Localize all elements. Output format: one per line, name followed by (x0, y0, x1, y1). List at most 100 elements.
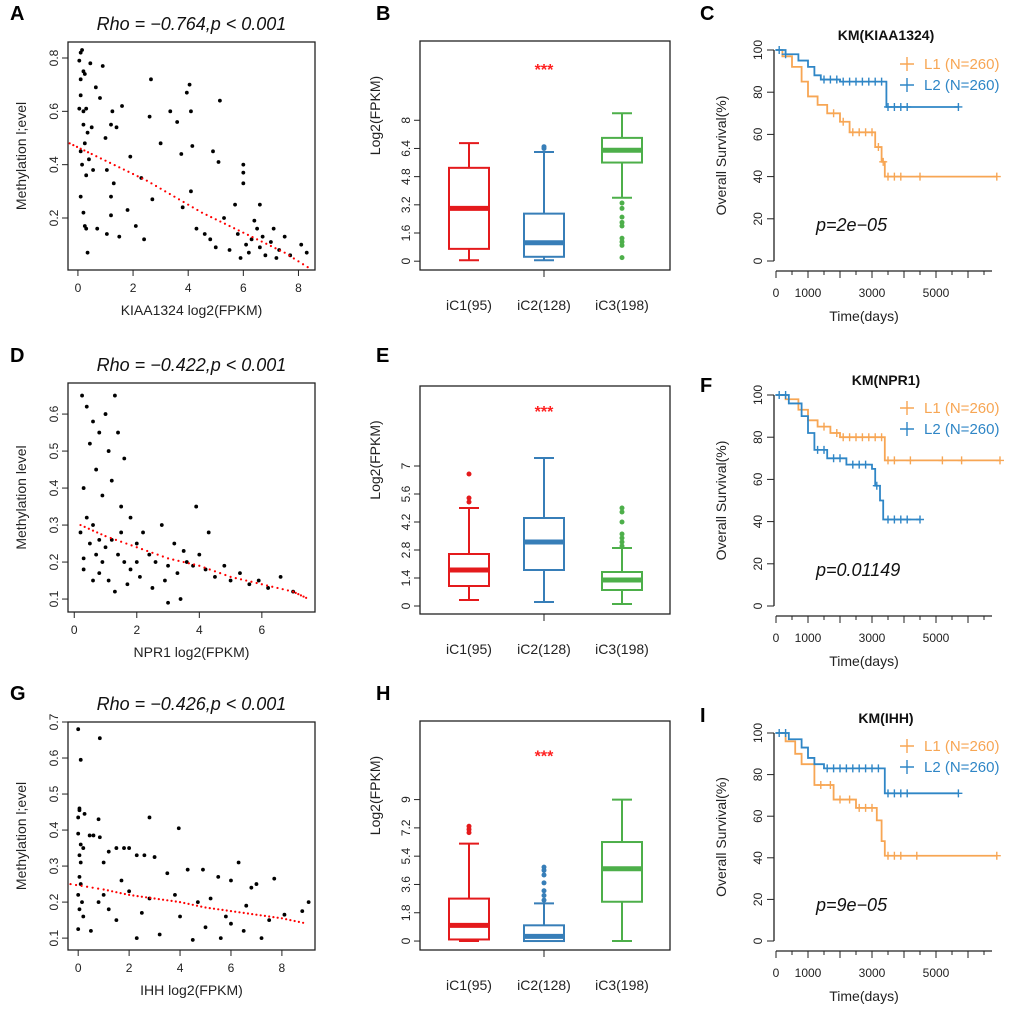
y-tick-label: 100 (751, 723, 765, 743)
fit-line-dot (161, 555, 164, 558)
scatter-point (91, 419, 95, 424)
plot-frame (419, 720, 671, 951)
y-axis-label: Log2(FPKM) (367, 76, 383, 155)
scatter-point (159, 523, 164, 527)
scatter-point (101, 892, 106, 897)
scatter-point (103, 136, 108, 140)
legend-entry: L2 (N=260) (924, 759, 999, 776)
censor-mark (879, 157, 888, 166)
scatter-point (125, 208, 130, 212)
scatter-point (153, 560, 158, 564)
fit-line-dot (83, 525, 86, 529)
y-tick-label: 40 (751, 170, 765, 184)
censor-mark (816, 781, 825, 789)
km-title: KM(IHH) (858, 710, 913, 726)
x-tick-label: 0 (71, 623, 78, 637)
censor-mark (903, 515, 912, 524)
legend-marker (900, 760, 914, 774)
scatter-point (109, 194, 113, 199)
outlier-point (619, 539, 625, 545)
scatter-point (116, 430, 120, 435)
x-tick-label: 0 (773, 966, 780, 980)
box-2 (523, 864, 565, 943)
scatter-point (82, 72, 87, 76)
fit-line-dot (299, 594, 303, 597)
scatter-point (304, 250, 309, 255)
box-1 (448, 142, 490, 262)
fit-line-dot (131, 172, 135, 176)
fit-line-dot (75, 145, 79, 148)
scatter-point (163, 578, 167, 583)
censor-mark (874, 764, 883, 773)
fit-line-dot (87, 527, 90, 530)
panel-letter: G (10, 683, 26, 705)
scatter-point (103, 545, 108, 550)
fit-line-dot (193, 563, 196, 566)
scatter-point (150, 586, 155, 590)
fit-line-dot (212, 907, 216, 910)
scatter-point (178, 597, 183, 601)
censor-mark (938, 456, 947, 465)
scatter-point (91, 578, 95, 583)
y-tick-label: 0.2 (47, 209, 61, 226)
scatter-point (172, 541, 177, 546)
scatter-point (255, 226, 260, 231)
y-tick-label: 20 (751, 557, 765, 571)
scatter-point (208, 896, 213, 901)
fit-line-dot (293, 919, 296, 923)
censor-mark (775, 46, 784, 54)
fit-line-dot (157, 897, 160, 901)
scatter-point (249, 237, 254, 242)
scatter-point (119, 878, 124, 883)
y-tick-label: 0.6 (47, 405, 61, 422)
outlier-point (619, 543, 625, 549)
scatter-point (203, 925, 208, 930)
y-tick-label: 4.2 (399, 513, 413, 530)
panel-letter: H (376, 683, 390, 705)
scatter-point (216, 874, 221, 879)
scatter-point (229, 921, 233, 926)
fit-line-dot (91, 886, 94, 889)
scatter-point (216, 160, 221, 164)
fit-line-dot (191, 206, 194, 209)
y-tick-label: 0.2 (47, 553, 61, 570)
scatter-point (94, 552, 99, 557)
censor-mark (845, 795, 854, 804)
legend-marker (900, 422, 914, 436)
scatter-point (76, 892, 81, 897)
y-tick-label: 0 (399, 602, 413, 609)
scatter-point (299, 242, 304, 247)
scatter-point (149, 77, 153, 82)
scatter-point (238, 571, 242, 576)
fit-line-dot (86, 151, 90, 154)
scatter-point (218, 936, 223, 941)
scatter-point (101, 860, 106, 865)
scatter-point (128, 154, 133, 159)
outlier-point (541, 880, 547, 886)
fit-line-dot (237, 229, 240, 232)
fit-line-dot (120, 540, 123, 543)
scatter-point (179, 152, 184, 156)
scatter-point (117, 234, 122, 239)
fit-line-dot (153, 897, 156, 900)
x-tick-label: 0 (75, 281, 82, 295)
fit-line-dot (90, 152, 93, 156)
fit-line-dot (208, 568, 211, 571)
fit-line-dot (102, 888, 105, 891)
y-tick-label: 6.4 (399, 140, 413, 157)
censor-mark (877, 77, 886, 86)
y-tick-label: 20 (751, 212, 765, 226)
plot-frame (419, 385, 671, 615)
scatter-point (134, 560, 139, 564)
y-tick-label: 0.6 (47, 749, 61, 766)
scatter-point (263, 253, 268, 258)
x-tick-label: 6 (228, 961, 235, 975)
correlation-title: Rho = −0.422,p < 0.001 (97, 355, 287, 375)
scatter-point (127, 846, 132, 850)
fit-line-dot (289, 919, 292, 922)
scatter-point (165, 871, 170, 876)
fit-line-dot (146, 549, 149, 553)
scatter-point (119, 504, 124, 509)
scatter-point (211, 149, 215, 154)
scatter-point (147, 815, 152, 820)
